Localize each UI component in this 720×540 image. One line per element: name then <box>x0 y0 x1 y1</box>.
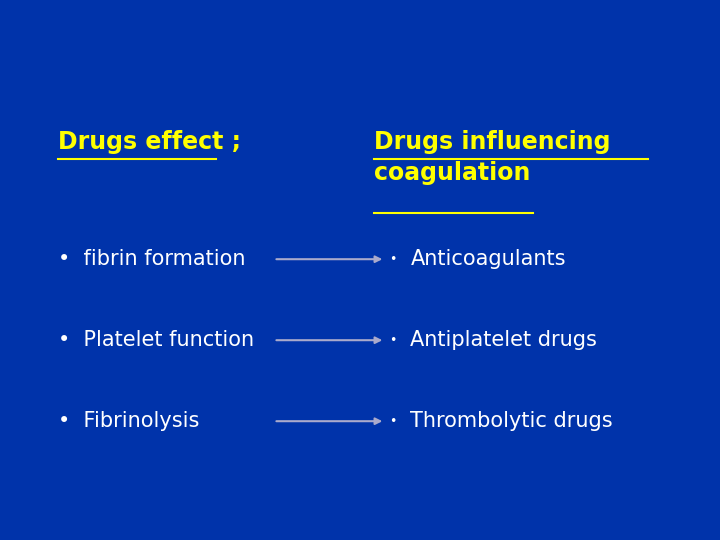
Text: Anticoagulants: Anticoagulants <box>410 249 566 269</box>
Text: Thrombolytic drugs: Thrombolytic drugs <box>410 411 613 431</box>
Text: •  fibrin formation: • fibrin formation <box>58 249 245 269</box>
Text: •  Platelet function: • Platelet function <box>58 330 253 350</box>
Text: Antiplatelet drugs: Antiplatelet drugs <box>410 330 598 350</box>
Text: Drugs effect ;: Drugs effect ; <box>58 130 240 153</box>
Text: •: • <box>389 334 396 347</box>
Text: •: • <box>389 415 396 428</box>
Text: •  Fibrinolysis: • Fibrinolysis <box>58 411 199 431</box>
Text: Drugs influencing
coagulation: Drugs influencing coagulation <box>374 130 611 185</box>
Text: •: • <box>389 253 396 266</box>
